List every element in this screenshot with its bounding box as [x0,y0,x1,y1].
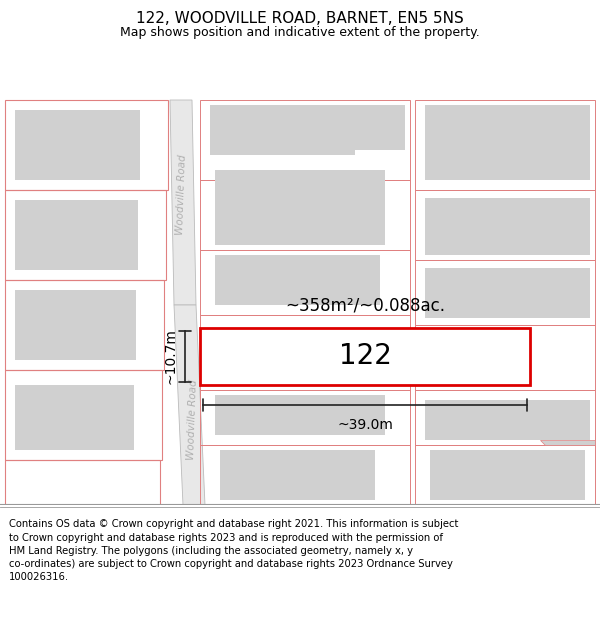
Text: Woodville Road: Woodville Road [185,379,199,461]
Polygon shape [174,305,205,505]
Polygon shape [425,105,590,180]
Polygon shape [425,400,590,440]
Polygon shape [220,450,375,500]
Polygon shape [215,395,385,435]
Text: ~358m²/~0.088ac.: ~358m²/~0.088ac. [285,296,445,314]
Polygon shape [430,450,585,500]
Polygon shape [210,105,335,155]
Text: Contains OS data © Crown copyright and database right 2021. This information is : Contains OS data © Crown copyright and d… [9,519,458,582]
Polygon shape [540,440,595,445]
Polygon shape [200,328,530,385]
Polygon shape [170,100,196,305]
Polygon shape [425,198,590,255]
Polygon shape [335,125,355,155]
Polygon shape [15,290,136,360]
Text: ~10.7m: ~10.7m [163,329,177,384]
Polygon shape [15,200,138,270]
Polygon shape [15,385,134,450]
Polygon shape [215,170,385,245]
Text: Map shows position and indicative extent of the property.: Map shows position and indicative extent… [120,26,480,39]
Polygon shape [355,105,405,150]
Text: Woodville Road: Woodville Road [175,154,187,236]
Text: 122, WOODVILLE ROAD, BARNET, EN5 5NS: 122, WOODVILLE ROAD, BARNET, EN5 5NS [136,11,464,26]
Polygon shape [215,255,380,305]
Polygon shape [15,110,140,180]
Polygon shape [425,105,590,180]
Text: 122: 122 [338,342,391,371]
Polygon shape [210,105,405,155]
Text: ~39.0m: ~39.0m [337,418,393,432]
Polygon shape [425,268,590,318]
